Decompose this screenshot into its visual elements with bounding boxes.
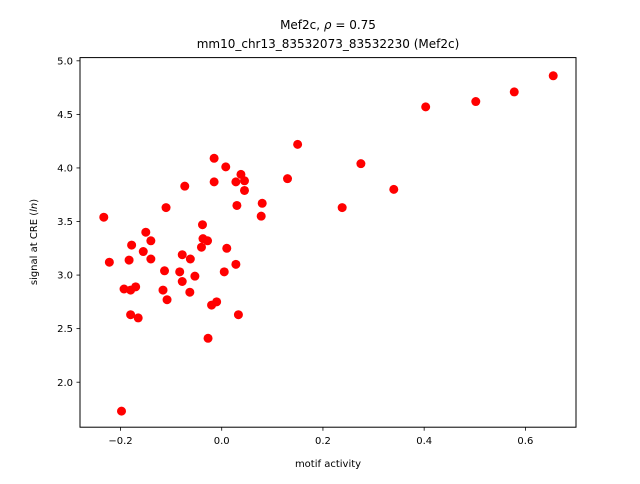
data-point <box>209 177 219 187</box>
data-point <box>219 267 229 277</box>
data-point <box>177 250 187 260</box>
data-point <box>548 71 558 81</box>
y-tick-label: 4.0 <box>57 164 73 175</box>
data-point <box>256 211 266 221</box>
x-tick-label: −0.2 <box>108 436 132 447</box>
x-tick-label: 0.0 <box>214 436 230 447</box>
chart-title-rho: ρ <box>324 18 332 32</box>
y-tick-label: 3.0 <box>57 271 73 282</box>
data-point <box>162 295 172 305</box>
data-point <box>233 310 243 320</box>
chart-title-line1: Mef2c, ρ = 0.75 <box>280 18 376 32</box>
data-point <box>421 102 431 112</box>
x-tick-label: 0.2 <box>315 436 331 447</box>
y-axis-label-unit: ln <box>29 203 40 212</box>
data-point <box>180 181 190 191</box>
data-point <box>207 300 217 310</box>
data-point <box>104 257 114 267</box>
data-point <box>203 333 213 343</box>
data-point <box>146 254 156 264</box>
data-point <box>141 227 151 237</box>
data-point <box>146 236 156 246</box>
data-point <box>138 247 148 257</box>
data-point <box>203 236 213 246</box>
data-point <box>239 185 249 195</box>
data-point <box>509 87 519 97</box>
data-point <box>190 271 200 281</box>
data-point <box>293 139 303 149</box>
plot-area-frame <box>79 57 577 428</box>
data-point <box>99 212 109 222</box>
data-point <box>158 285 168 295</box>
data-point <box>196 242 206 252</box>
y-tick-label: 5.0 <box>57 56 73 67</box>
data-point <box>126 310 136 320</box>
data-point <box>133 313 143 323</box>
x-tick-label: 0.6 <box>517 436 533 447</box>
chart-title-prefix: Mef2c, <box>280 18 324 32</box>
chart-title-line2: mm10_chr13_83532073_83532230 (Mef2c) <box>197 37 460 51</box>
x-axis-ticks: −0.2 0.0 0.2 0.4 0.6 <box>108 427 533 447</box>
data-points <box>99 71 558 416</box>
y-tick-label: 3.5 <box>57 217 73 228</box>
data-point <box>117 406 127 416</box>
data-point <box>231 259 241 269</box>
y-axis-label: signal at CRE (ln) <box>29 199 40 285</box>
data-point <box>257 198 267 208</box>
data-point <box>177 277 187 287</box>
data-point <box>222 243 232 253</box>
data-point <box>175 267 185 277</box>
data-point <box>185 254 195 264</box>
data-point <box>337 203 347 213</box>
data-point <box>389 184 399 194</box>
data-point <box>185 287 195 297</box>
data-point <box>231 177 241 187</box>
y-axis-label-prefix: signal at CRE ( <box>29 212 40 285</box>
data-point <box>160 266 170 276</box>
chart-title-rho-value: = 0.75 <box>332 18 376 32</box>
y-axis-ticks: 2.0 2.5 3.0 3.5 4.0 4.5 5.0 <box>57 56 80 389</box>
data-point <box>126 285 136 295</box>
data-point <box>356 159 366 169</box>
y-tick-label: 2.0 <box>57 378 73 389</box>
x-tick-label: 0.4 <box>416 436 432 447</box>
y-tick-label: 2.5 <box>57 324 73 335</box>
data-point <box>127 240 137 250</box>
data-point <box>221 162 231 172</box>
data-point <box>239 176 249 186</box>
data-point <box>471 97 481 107</box>
y-tick-label: 4.5 <box>57 110 73 121</box>
data-point <box>197 220 207 230</box>
data-point <box>232 200 242 210</box>
data-point <box>124 255 134 265</box>
data-point <box>161 203 171 213</box>
data-point <box>209 153 219 163</box>
y-axis-label-suffix: ) <box>29 199 40 203</box>
data-point <box>283 174 293 184</box>
x-axis-label: motif activity <box>295 459 361 470</box>
